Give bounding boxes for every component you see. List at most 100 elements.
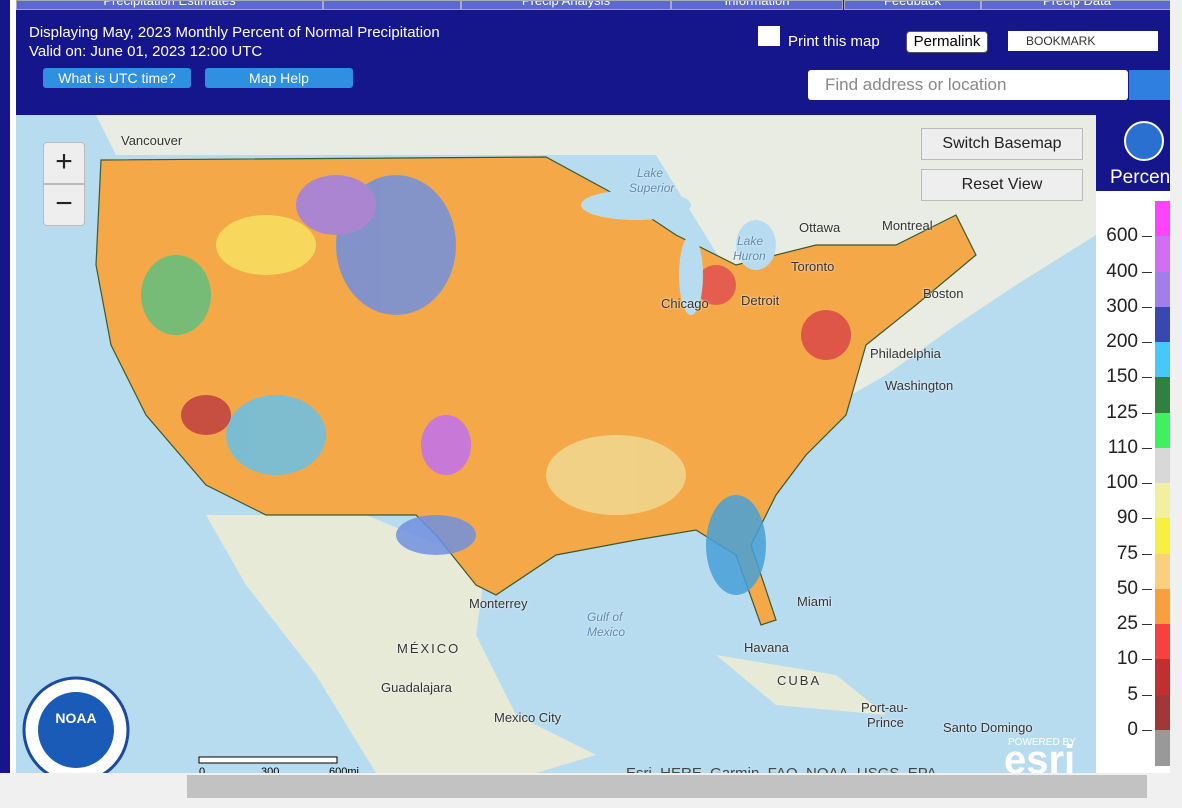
lake-huron: [736, 220, 776, 270]
legend-tick: [1142, 518, 1152, 520]
map-label: Mexico City: [494, 710, 562, 725]
map-label: CUBA: [777, 673, 822, 688]
legend-logo: [1124, 121, 1164, 161]
permalink[interactable]: Permalink: [906, 31, 988, 53]
legend-swatch: [1155, 694, 1170, 731]
zoom-out[interactable]: −: [43, 184, 85, 226]
legend-label: 75: [1116, 542, 1138, 564]
map-label: Huron: [733, 249, 766, 263]
nav-tab[interactable]: Feedback: [844, 0, 981, 10]
noaa-logo-inner: [38, 692, 114, 768]
map-label: MÉXICO: [397, 641, 461, 656]
map-label: Chicago: [661, 296, 709, 311]
map-label: Lake: [637, 166, 664, 180]
legend-title: Percent: [1110, 167, 1176, 188]
map-label: Gulf of: [587, 610, 623, 624]
map-label: Guadalajara: [381, 680, 452, 695]
reset-view[interactable]: Reset View: [921, 169, 1083, 201]
scale-bar: [198, 756, 338, 764]
legend-swatch: [1155, 377, 1170, 413]
legend-label: 200: [1106, 331, 1138, 352]
map-label: Port-au-: [861, 700, 908, 715]
legend-swatch: [1155, 483, 1170, 519]
lake-superior: [581, 190, 691, 220]
map-overlay: + − Switch Basemap Reset View Vancouver O…: [17, 116, 1096, 773]
print-icon[interactable]: [758, 26, 780, 46]
map-label: Philadelphia: [870, 346, 941, 361]
legend-tick: [1142, 553, 1152, 555]
cuba: [716, 655, 886, 715]
legend-tick: [1142, 729, 1152, 731]
legend-tick: [1142, 483, 1152, 484]
map-label: Prince: [867, 715, 904, 730]
legend-tick: [1142, 694, 1152, 696]
v-scrollbar[interactable]: [1170, 0, 1182, 773]
map-label: Toronto: [791, 259, 835, 274]
title: Displaying May, 2023 Monthly Percent of …: [29, 24, 440, 41]
scale-label: 0: [199, 766, 205, 773]
legend-label: 150: [1106, 366, 1138, 388]
legend-swatch: [1155, 518, 1170, 554]
bookmark[interactable]: BOOKMARK: [1008, 31, 1158, 51]
legend-label: 300: [1106, 295, 1138, 317]
legend-swatch: [1155, 201, 1170, 237]
map-label: Montreal: [882, 218, 933, 233]
legend-label: 10: [1116, 648, 1138, 670]
nav-tab[interactable]: Precipitation Estimates: [16, 0, 323, 10]
switch-basemap[interactable]: Switch Basemap: [921, 128, 1083, 160]
search-box[interactable]: Find address or location: [808, 70, 1128, 100]
legend-tick: [1142, 412, 1152, 414]
legend-swatch: [1155, 588, 1170, 625]
legend-label: 0: [1127, 718, 1138, 740]
print-link[interactable]: Print this map: [788, 33, 880, 50]
legend-swatch: [1155, 236, 1170, 272]
map-label: Boston: [923, 286, 964, 301]
esri-logo: esri: [1004, 738, 1075, 773]
utc-button[interactable]: What is UTC time?: [43, 68, 191, 88]
zoom-in[interactable]: +: [43, 142, 85, 184]
map-label: Santo Domingo: [943, 720, 1033, 735]
legend-swatch: [1155, 553, 1170, 590]
legend-label: 110: [1107, 436, 1138, 458]
h-scroll-thumb[interactable]: [187, 775, 1147, 798]
search-button[interactable]: [1129, 70, 1170, 100]
legend-tick: [1142, 306, 1152, 308]
header: Precipitation Estimates Precip Analysis In…: [16, 0, 1173, 115]
nav-tab[interactable]: Precip Data: [981, 0, 1173, 10]
legend-swatch: [1155, 624, 1170, 660]
legend-swatch: [1155, 412, 1170, 449]
legend: Percent 600 400 300 200 150 125 110 100 90 75 50 25…: [1096, 115, 1182, 773]
valid-time: Valid on: June 01, 2023 12:00 UTC: [29, 43, 263, 60]
legend-swatch: [1155, 342, 1170, 378]
left-strip: [0, 0, 10, 775]
help-button[interactable]: Map Help: [205, 68, 353, 88]
legend-tick: [1142, 588, 1152, 590]
nav-tab[interactable]: Information: [671, 0, 843, 10]
legend-label: 50: [1116, 577, 1138, 599]
legend-tick: [1142, 236, 1152, 238]
legend-label: 400: [1106, 260, 1138, 282]
map-label: Ottawa: [799, 220, 841, 235]
legend-swatch: [1155, 271, 1170, 308]
map-label: Detroit: [741, 293, 780, 308]
mexico: [206, 515, 596, 773]
legend-tick: [1142, 271, 1152, 273]
legend-tick: [1142, 377, 1152, 379]
attribution: Esri, HERE, Garmin, FAO, NOAA, USGS, EPA: [626, 765, 937, 773]
nav-tab[interactable]: Precip Analysis: [461, 0, 671, 10]
map-label: Mexico: [587, 625, 626, 639]
map-label: Lake: [737, 234, 764, 248]
map-label: Superior: [629, 181, 675, 195]
lake-michigan: [679, 235, 703, 315]
map: NOAA 0 300 600mi Esri, HERE, Garmin, FAO…: [16, 115, 1096, 773]
legend-label: 100: [1106, 472, 1138, 493]
legend-label: 5: [1127, 683, 1138, 705]
legend-tick: [1142, 624, 1152, 625]
legend-swatch: [1155, 729, 1170, 766]
legend-label: 25: [1116, 613, 1138, 634]
legend-swatch: [1155, 659, 1170, 695]
legend-label: 125: [1106, 401, 1138, 423]
nav-tab[interactable]: [323, 0, 461, 10]
legend-swatch: [1155, 306, 1170, 343]
